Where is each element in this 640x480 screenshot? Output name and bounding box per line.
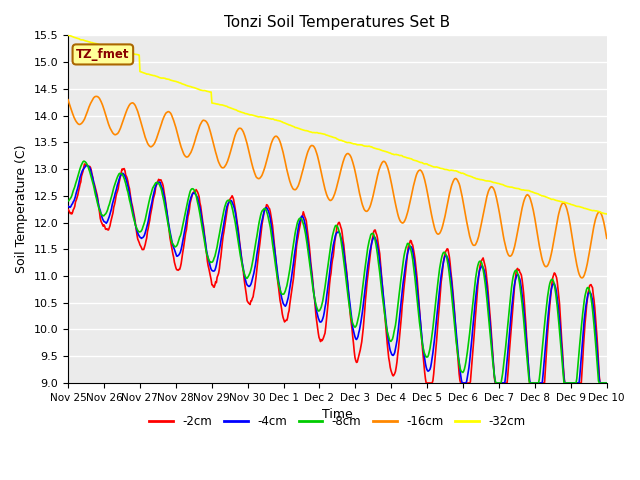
-16cm [130,101,138,107]
-2cm [419,353,427,359]
-32cm [403,155,410,161]
-2cm [603,380,611,386]
-4cm [213,259,221,264]
Legend: -2cm, -4cm, -8cm, -16cm, -32cm: -2cm, -4cm, -8cm, -16cm, -32cm [145,410,530,432]
-4cm [404,251,412,256]
-2cm [185,211,193,216]
-16cm [404,210,412,216]
-4cm [185,204,193,210]
-2cm [81,161,88,167]
-8cm [213,244,221,250]
-32cm [129,51,137,57]
-32cm [603,211,611,217]
-4cm [419,346,427,352]
-16cm [74,120,82,126]
-16cm [419,172,427,178]
Title: Tonzi Soil Temperatures Set B: Tonzi Soil Temperatures Set B [225,15,451,30]
Text: TZ_fmet: TZ_fmet [76,48,130,61]
-32cm [64,33,72,38]
-32cm [212,101,220,107]
Line: -4cm: -4cm [68,166,607,383]
-4cm [74,185,82,191]
Line: -16cm: -16cm [68,96,607,278]
Line: -8cm: -8cm [68,161,607,383]
-32cm [419,160,426,166]
-16cm [185,153,193,159]
-8cm [185,194,193,200]
-8cm [64,198,72,204]
-2cm [422,380,430,386]
-8cm [419,345,427,351]
-2cm [404,252,412,257]
-2cm [130,212,138,217]
-8cm [603,380,611,386]
-4cm [82,163,90,168]
-8cm [492,380,500,386]
-16cm [64,97,72,103]
-8cm [80,158,88,164]
-16cm [603,236,611,241]
-2cm [64,206,72,212]
-16cm [213,155,221,160]
-8cm [130,216,138,222]
Y-axis label: Soil Temperature (C): Soil Temperature (C) [15,145,28,274]
-16cm [93,94,100,99]
-8cm [404,240,412,246]
-32cm [184,83,192,89]
-16cm [578,275,586,281]
-4cm [64,204,72,209]
-8cm [74,174,82,180]
-4cm [603,380,611,386]
-4cm [459,380,467,386]
Line: -32cm: -32cm [68,36,607,214]
-2cm [213,275,221,280]
X-axis label: Time: Time [322,408,353,421]
Line: -2cm: -2cm [68,164,607,383]
-32cm [74,36,82,41]
-2cm [74,192,82,198]
-4cm [130,215,138,220]
